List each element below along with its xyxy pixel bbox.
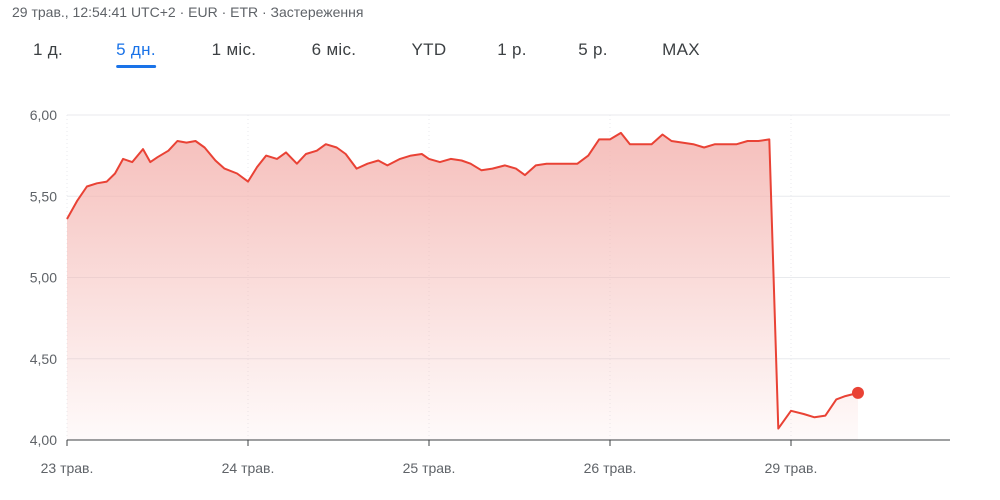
x-tick-label: 25 трав. [403, 460, 456, 476]
y-tick-label: 5,50 [30, 188, 57, 204]
tab-1-year[interactable]: 1 р. [497, 40, 527, 59]
range-tabs: 1 д. 5 дн. 1 міс. 6 міс. YTD 1 р. 5 р. M… [0, 40, 1000, 74]
x-tick-label: 23 трав. [41, 460, 94, 476]
x-tick-label: 24 трав. [222, 460, 275, 476]
price-area [67, 132, 858, 440]
quote-header: 29 трав., 12:54:41 UTC+2 · EUR · ETR · З… [12, 4, 364, 20]
y-tick-label: 6,00 [30, 107, 57, 123]
tab-1-day[interactable]: 1 д. [32, 40, 64, 59]
tab-6-months[interactable]: 6 міс. [311, 40, 357, 59]
x-tick-label: 29 трав. [765, 460, 818, 476]
tab-5-years[interactable]: 5 р. [578, 40, 608, 59]
tab-1-month[interactable]: 1 міс. [211, 40, 257, 59]
tab-ytd[interactable]: YTD [411, 40, 447, 59]
tab-max[interactable]: MAX [662, 40, 700, 59]
tab-5-days[interactable]: 5 дн. [116, 40, 156, 68]
y-tick-label: 4,00 [30, 432, 57, 448]
y-tick-label: 5,00 [30, 270, 57, 286]
x-tick-label: 26 трав. [584, 460, 637, 476]
price-line[interactable] [66, 131, 859, 430]
last-price-dot [851, 386, 864, 399]
y-tick-label: 4,50 [30, 351, 57, 367]
